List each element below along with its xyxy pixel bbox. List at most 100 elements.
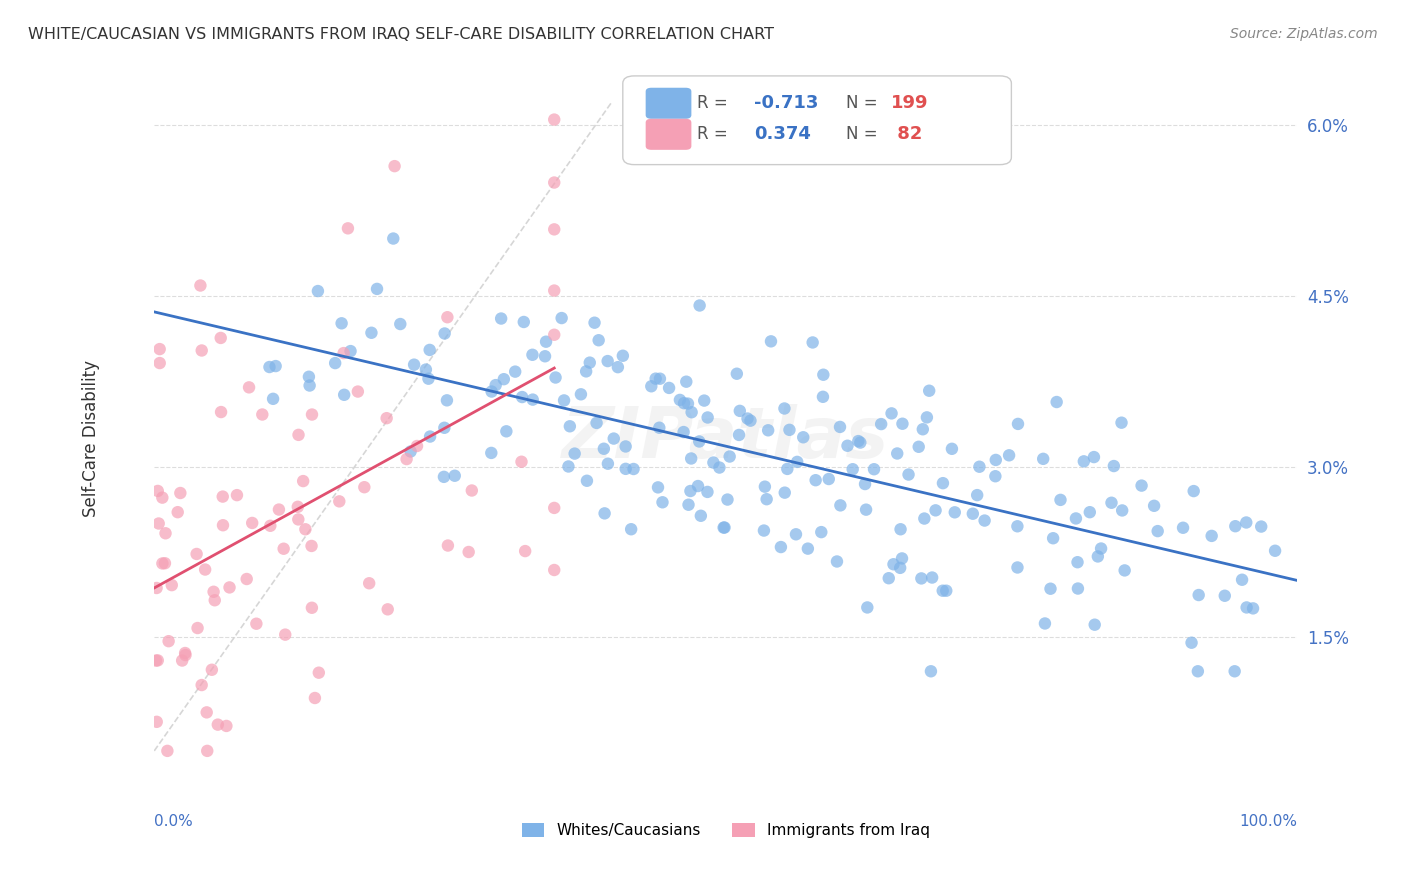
Whites/Caucasians xyxy=(804,473,827,487)
Immigrants from Iraq xyxy=(153,556,176,570)
Immigrants from Iraq xyxy=(287,428,309,442)
Whites/Caucasians xyxy=(399,444,422,458)
Whites/Caucasians xyxy=(1046,395,1069,409)
Whites/Caucasians xyxy=(737,411,759,425)
Whites/Caucasians xyxy=(725,367,748,381)
Immigrants from Iraq xyxy=(240,516,263,530)
Whites/Caucasians xyxy=(323,356,346,370)
Whites/Caucasians xyxy=(1143,499,1166,513)
Whites/Caucasians xyxy=(773,401,796,416)
Whites/Caucasians xyxy=(998,448,1021,462)
Immigrants from Iraq xyxy=(155,526,177,541)
Whites/Caucasians xyxy=(932,476,955,491)
Whites/Caucasians xyxy=(966,488,988,502)
Whites/Caucasians xyxy=(298,378,321,392)
Whites/Caucasians xyxy=(785,527,807,541)
Immigrants from Iraq xyxy=(252,408,274,422)
Whites/Caucasians xyxy=(585,416,607,430)
Immigrants from Iraq xyxy=(209,405,232,419)
Whites/Caucasians xyxy=(679,483,702,498)
Immigrants from Iraq xyxy=(510,455,533,469)
Whites/Caucasians xyxy=(503,365,526,379)
Whites/Caucasians xyxy=(596,354,619,368)
Whites/Caucasians xyxy=(1049,492,1071,507)
Whites/Caucasians xyxy=(689,508,711,523)
Immigrants from Iraq xyxy=(301,600,323,615)
Whites/Caucasians xyxy=(640,379,662,393)
Whites/Caucasians xyxy=(1182,484,1205,499)
Whites/Caucasians xyxy=(1090,541,1112,556)
Immigrants from Iraq xyxy=(195,744,218,758)
Whites/Caucasians xyxy=(713,520,735,534)
Whites/Caucasians xyxy=(575,364,598,378)
Whites/Caucasians xyxy=(886,446,908,460)
Whites/Caucasians xyxy=(339,344,361,359)
Immigrants from Iraq xyxy=(149,356,172,370)
Whites/Caucasians xyxy=(651,495,673,509)
Whites/Caucasians xyxy=(1032,451,1054,466)
Whites/Caucasians xyxy=(1130,478,1153,492)
Immigrants from Iraq xyxy=(145,714,167,729)
Whites/Caucasians xyxy=(544,370,567,384)
Whites/Caucasians xyxy=(583,316,606,330)
Whites/Caucasians xyxy=(647,480,669,494)
Immigrants from Iraq xyxy=(377,602,399,616)
Whites/Caucasians xyxy=(891,417,914,431)
Whites/Caucasians xyxy=(891,551,914,566)
Immigrants from Iraq xyxy=(294,522,316,536)
Immigrants from Iraq xyxy=(204,593,226,607)
Whites/Caucasians xyxy=(984,453,1007,467)
Whites/Caucasians xyxy=(1102,458,1125,473)
Whites/Caucasians xyxy=(984,469,1007,483)
Whites/Caucasians xyxy=(485,378,508,392)
Immigrants from Iraq xyxy=(304,691,326,706)
Whites/Caucasians xyxy=(935,583,957,598)
Whites/Caucasians xyxy=(920,665,942,679)
Whites/Caucasians xyxy=(856,600,879,615)
Whites/Caucasians xyxy=(1171,521,1194,535)
Whites/Caucasians xyxy=(1042,531,1064,545)
Whites/Caucasians xyxy=(778,423,800,437)
Immigrants from Iraq xyxy=(245,616,267,631)
Whites/Caucasians xyxy=(882,558,904,572)
Whites/Caucasians xyxy=(443,468,465,483)
Whites/Caucasians xyxy=(1201,529,1223,543)
Immigrants from Iraq xyxy=(160,578,183,592)
Whites/Caucasians xyxy=(298,369,321,384)
Whites/Caucasians xyxy=(907,440,929,454)
Whites/Caucasians xyxy=(1039,582,1062,596)
Whites/Caucasians xyxy=(1241,601,1264,615)
Immigrants from Iraq xyxy=(190,278,212,293)
Immigrants from Iraq xyxy=(145,654,167,668)
Text: 199: 199 xyxy=(891,95,929,112)
Whites/Caucasians xyxy=(773,485,796,500)
Whites/Caucasians xyxy=(943,505,966,519)
Whites/Caucasians xyxy=(404,358,426,372)
Whites/Caucasians xyxy=(728,404,751,418)
Immigrants from Iraq xyxy=(235,572,257,586)
Immigrants from Iraq xyxy=(359,576,381,591)
Whites/Caucasians xyxy=(921,570,943,584)
Whites/Caucasians xyxy=(612,349,634,363)
Whites/Caucasians xyxy=(837,439,859,453)
Whites/Caucasians xyxy=(614,462,637,476)
Immigrants from Iraq xyxy=(218,581,240,595)
Text: R =: R = xyxy=(697,125,733,144)
Whites/Caucasians xyxy=(801,335,824,350)
Immigrants from Iraq xyxy=(406,439,429,453)
Immigrants from Iraq xyxy=(166,505,188,519)
Whites/Caucasians xyxy=(1236,600,1258,615)
Whites/Caucasians xyxy=(776,462,799,476)
Whites/Caucasians xyxy=(941,442,963,456)
Immigrants from Iraq xyxy=(215,719,238,733)
Whites/Caucasians xyxy=(333,388,356,402)
Whites/Caucasians xyxy=(1187,665,1209,679)
Immigrants from Iraq xyxy=(267,502,290,516)
Immigrants from Iraq xyxy=(301,539,323,553)
Immigrants from Iraq xyxy=(174,646,197,660)
Immigrants from Iraq xyxy=(259,518,281,533)
Immigrants from Iraq xyxy=(336,221,359,235)
Whites/Caucasians xyxy=(620,522,643,536)
Whites/Caucasians xyxy=(855,502,877,516)
Whites/Caucasians xyxy=(889,561,911,575)
